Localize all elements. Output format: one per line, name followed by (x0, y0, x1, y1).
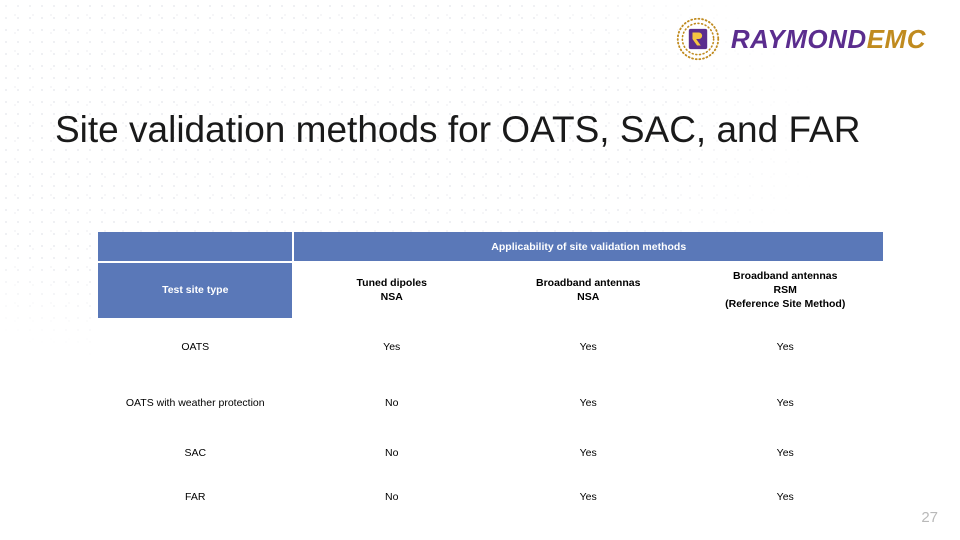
method-line: RSM (691, 283, 879, 297)
method-line: Tuned dipoles (298, 276, 484, 290)
logo-mark-icon (675, 16, 721, 62)
brand-wordmark: RAYMOND EMC (731, 24, 926, 55)
row-label: SAC (98, 431, 293, 475)
brand-name-accent: EMC (867, 24, 926, 55)
method-line: NSA (298, 290, 484, 304)
cell: Yes (686, 431, 883, 475)
row-label: FAR (98, 475, 293, 519)
cell: Yes (686, 475, 883, 519)
cell: Yes (490, 431, 686, 475)
cell: Yes (490, 319, 686, 375)
method-line: Broadband antennas (495, 276, 681, 290)
table-corner (98, 232, 293, 262)
table-span-header: Applicability of site validation methods (293, 232, 883, 262)
page-number: 27 (921, 509, 938, 526)
cell: Yes (686, 375, 883, 431)
cell: Yes (490, 475, 686, 519)
table-row: FAR No Yes Yes (98, 475, 883, 519)
table-row: OATS with weather protection No Yes Yes (98, 375, 883, 431)
table-method-header: Tuned dipoles NSA (293, 262, 489, 319)
validation-table: Applicability of site validation methods… (98, 232, 883, 519)
table-row: OATS Yes Yes Yes (98, 319, 883, 375)
slide-title: Site validation methods for OATS, SAC, a… (55, 108, 900, 152)
cell: Yes (490, 375, 686, 431)
cell: No (293, 431, 489, 475)
brand-name-main: RAYMOND (731, 24, 867, 55)
table-method-header: Broadband antennas NSA (490, 262, 686, 319)
method-line: (Reference Site Method) (691, 297, 879, 311)
method-line: NSA (495, 290, 681, 304)
cell: No (293, 375, 489, 431)
cell: No (293, 475, 489, 519)
cell: Yes (293, 319, 489, 375)
brand-logo: RAYMOND EMC (675, 16, 926, 62)
row-label: OATS with weather protection (98, 375, 293, 431)
table-type-header: Test site type (98, 262, 293, 319)
cell: Yes (686, 319, 883, 375)
table-method-header: Broadband antennas RSM (Reference Site M… (686, 262, 883, 319)
method-line: Broadband antennas (691, 269, 879, 283)
table-row: SAC No Yes Yes (98, 431, 883, 475)
row-label: OATS (98, 319, 293, 375)
